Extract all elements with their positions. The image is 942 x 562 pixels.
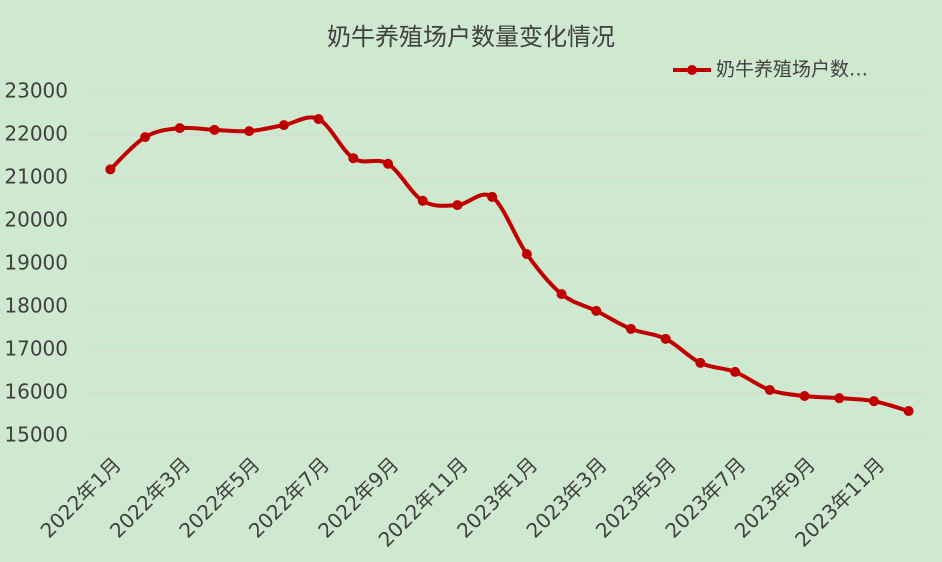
y-tick-label: 20000 — [4, 208, 68, 232]
data-point — [348, 153, 359, 164]
data-point — [383, 158, 394, 169]
y-tick-label: 19000 — [4, 251, 68, 275]
data-point — [730, 366, 741, 377]
data-point — [174, 123, 185, 134]
data-point — [591, 305, 602, 316]
data-point — [452, 200, 463, 211]
data-point — [625, 323, 636, 334]
data-point — [556, 289, 567, 300]
data-point — [660, 333, 671, 344]
data-point — [209, 124, 220, 135]
y-tick-label: 16000 — [4, 380, 68, 404]
y-tick-label: 17000 — [4, 337, 68, 361]
data-point — [417, 195, 428, 206]
y-tick-label: 18000 — [4, 294, 68, 318]
data-point — [868, 396, 879, 407]
y-tick-label: 22000 — [4, 122, 68, 146]
data-point — [834, 393, 845, 404]
data-point — [105, 164, 116, 175]
data-point — [140, 132, 151, 143]
data-point — [764, 384, 775, 395]
legend-label: 奶牛养殖场户数… — [716, 59, 868, 81]
data-point — [695, 357, 706, 368]
y-tick-label: 15000 — [4, 423, 68, 447]
data-point — [244, 126, 255, 137]
data-point — [487, 191, 498, 202]
legend-marker — [687, 65, 697, 75]
data-point — [313, 114, 324, 125]
data-point — [278, 120, 289, 131]
data-point — [903, 406, 914, 417]
y-tick-label: 23000 — [4, 79, 68, 103]
y-tick-label: 21000 — [4, 165, 68, 189]
chart-title: 奶牛养殖场户数量变化情况 — [327, 23, 615, 51]
data-point — [521, 249, 532, 260]
data-point — [799, 391, 810, 402]
